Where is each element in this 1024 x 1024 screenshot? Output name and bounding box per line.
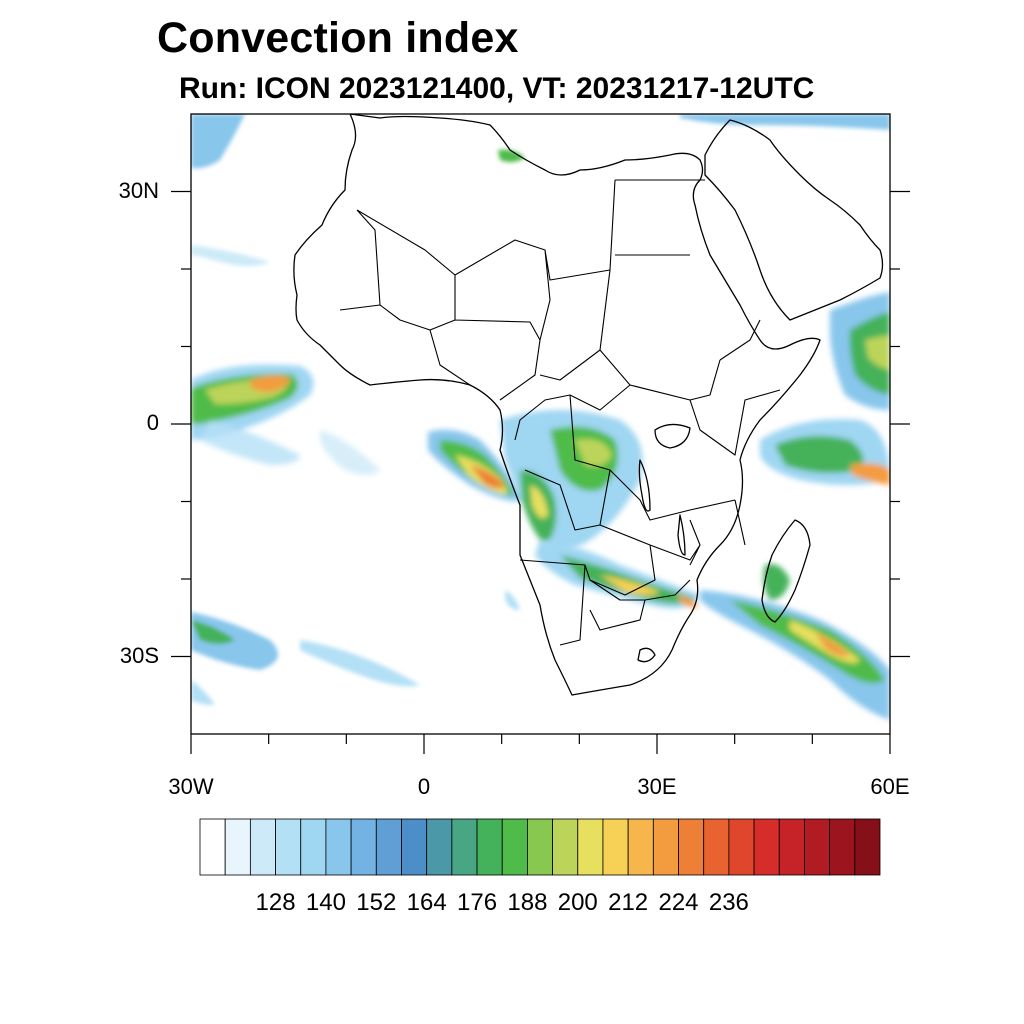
colorbar-swatch bbox=[703, 818, 730, 876]
colorbar-swatch bbox=[678, 818, 705, 876]
colorbar-tick-label: 128 bbox=[255, 889, 296, 916]
colorbar-swatch bbox=[300, 818, 327, 876]
lon-tick-label: 30E bbox=[637, 774, 677, 799]
colorbar-swatch bbox=[451, 818, 478, 876]
colorbar-swatch bbox=[753, 818, 780, 876]
field-atlantic-itcz bbox=[191, 364, 380, 475]
colorbar-swatch bbox=[325, 818, 352, 876]
colorbar bbox=[199, 818, 881, 876]
colorbar-tick-label: 164 bbox=[406, 889, 447, 916]
lon-tick-label: 0 bbox=[417, 774, 431, 799]
lat-tick-label: 0 bbox=[146, 410, 159, 435]
colorbar-swatch bbox=[501, 818, 528, 876]
colorbar-swatch bbox=[476, 818, 503, 876]
colorbar-swatch bbox=[778, 818, 805, 876]
colorbar-swatch bbox=[728, 818, 755, 876]
coastline-layer bbox=[293, 114, 884, 696]
convection-field-layer bbox=[191, 114, 890, 720]
country-borders bbox=[339, 179, 781, 646]
colorbar-tick-label: 200 bbox=[557, 889, 598, 916]
madagascar-coastline bbox=[761, 519, 811, 623]
lat-tick-label: 30S bbox=[119, 642, 159, 668]
map-title: Convection index bbox=[157, 14, 519, 62]
colorbar-swatch bbox=[552, 818, 579, 876]
axis-ticks bbox=[171, 190, 910, 754]
field-tropical-indian-ocean bbox=[760, 419, 890, 485]
lon-tick-label: 60E bbox=[870, 774, 910, 799]
colorbar-swatch bbox=[199, 818, 226, 876]
colorbar-tick-label: 224 bbox=[658, 889, 699, 916]
field-indian-ocean-band bbox=[700, 564, 890, 720]
colorbar-tick-label: 152 bbox=[356, 889, 397, 916]
arabia-coastline bbox=[704, 119, 884, 321]
colorbar-swatch bbox=[627, 818, 654, 876]
colorbar-swatch bbox=[375, 818, 402, 876]
colorbar-swatch bbox=[401, 818, 428, 876]
lake-tanganyika bbox=[638, 459, 651, 512]
colorbar-swatch bbox=[854, 818, 881, 876]
lake-malawi bbox=[677, 514, 686, 556]
colorbar-swatch bbox=[602, 818, 629, 876]
colorbar-tick-label: 212 bbox=[608, 889, 649, 916]
map-subtitle: Run: ICON 2023121400, VT: 20231217-12UTC bbox=[179, 72, 815, 105]
colorbar-swatch bbox=[275, 818, 302, 876]
colorbar-tick-label: 236 bbox=[708, 889, 749, 916]
lake-victoria bbox=[654, 423, 691, 449]
colorbar-swatch bbox=[527, 818, 553, 876]
lat-tick-label: 30N bbox=[118, 177, 159, 203]
lesotho bbox=[637, 647, 656, 663]
colorbar-swatch bbox=[224, 818, 251, 876]
field-gabon-plume bbox=[428, 429, 525, 501]
colorbar-swatch bbox=[350, 818, 377, 876]
colorbar-swatch bbox=[829, 818, 856, 876]
field-northern-margins bbox=[191, 114, 890, 266]
field-congo-basin bbox=[500, 410, 643, 550]
colorbar-swatch bbox=[426, 818, 453, 876]
colorbar-tick-label: 140 bbox=[305, 889, 346, 916]
field-southern-band bbox=[535, 540, 700, 609]
colorbar-swatch bbox=[652, 818, 679, 876]
lon-tick-label: 30W bbox=[168, 774, 214, 799]
field-south-atlantic bbox=[191, 590, 520, 705]
colorbar-swatch bbox=[577, 818, 604, 876]
field-arabian-sea bbox=[830, 292, 890, 410]
africa-coastline bbox=[293, 114, 821, 696]
colorbar-tick-label: 176 bbox=[457, 889, 498, 916]
colorbar-tick-label: 188 bbox=[507, 889, 548, 916]
colorbar-swatch bbox=[249, 818, 276, 876]
colorbar-swatch bbox=[804, 818, 831, 876]
